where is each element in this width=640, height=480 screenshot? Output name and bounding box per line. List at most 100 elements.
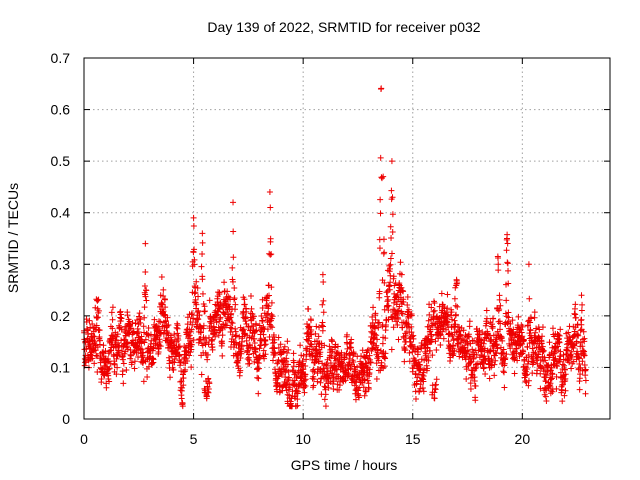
data-point	[450, 343, 457, 350]
data-point	[399, 310, 406, 317]
data-point	[286, 374, 293, 381]
data-point	[310, 382, 317, 389]
data-point	[381, 249, 388, 256]
data-point	[468, 371, 475, 378]
data-point	[451, 347, 458, 354]
data-point	[412, 395, 419, 402]
data-point	[551, 349, 558, 356]
data-point	[437, 331, 444, 338]
data-point	[197, 324, 204, 331]
data-point	[420, 373, 427, 380]
data-point	[577, 327, 584, 334]
data-point	[449, 332, 456, 339]
data-point	[309, 352, 316, 359]
data-point	[505, 267, 512, 274]
data-point	[213, 319, 220, 326]
data-point	[100, 371, 107, 378]
data-point	[84, 327, 91, 334]
data-point	[549, 371, 556, 378]
data-point	[241, 330, 248, 337]
data-point	[205, 375, 212, 382]
data-point	[511, 334, 518, 341]
data-point	[317, 349, 324, 356]
data-point	[547, 376, 554, 383]
data-point	[167, 374, 174, 381]
data-point	[454, 303, 461, 310]
data-point	[230, 254, 237, 261]
data-point	[318, 322, 325, 329]
data-point	[102, 347, 109, 354]
data-point	[124, 346, 131, 353]
data-point	[572, 301, 579, 308]
data-point	[453, 311, 460, 318]
data-point	[539, 324, 546, 331]
data-point	[167, 332, 174, 339]
data-point	[319, 360, 326, 367]
data-point	[135, 329, 142, 336]
data-point	[306, 335, 313, 342]
data-point	[85, 331, 92, 338]
data-point	[161, 296, 168, 303]
data-point	[201, 308, 208, 315]
data-point	[428, 304, 435, 311]
data-point	[387, 255, 394, 262]
data-point	[270, 344, 277, 351]
data-point	[320, 297, 327, 304]
data-point	[141, 314, 148, 321]
data-point	[373, 332, 380, 339]
data-point	[159, 301, 166, 308]
data-point	[261, 355, 268, 362]
data-point	[175, 344, 182, 351]
data-point	[324, 368, 331, 375]
data-point	[345, 371, 352, 378]
data-point	[160, 331, 167, 338]
data-point	[449, 316, 456, 323]
data-point	[540, 368, 547, 375]
data-point	[198, 371, 205, 378]
data-point	[525, 377, 532, 384]
data-point	[510, 326, 517, 333]
y-tick-label: 0.6	[51, 102, 71, 118]
data-point	[262, 341, 269, 348]
data-point	[380, 173, 387, 180]
data-point	[351, 382, 358, 389]
data-point	[193, 278, 200, 285]
data-point	[428, 336, 435, 343]
data-point	[249, 344, 256, 351]
data-point	[464, 341, 471, 348]
data-point	[568, 348, 575, 355]
data-point	[241, 331, 248, 338]
plot-frame	[83, 57, 611, 420]
data-point	[113, 371, 120, 378]
data-point	[141, 304, 148, 311]
data-point	[305, 306, 312, 313]
data-point	[189, 321, 196, 328]
data-point	[177, 378, 184, 385]
data-point	[377, 210, 384, 217]
data-point	[212, 333, 219, 340]
data-point	[551, 333, 558, 340]
data-point	[535, 351, 542, 358]
data-point	[286, 384, 293, 391]
data-point	[577, 364, 584, 371]
data-point	[178, 378, 185, 385]
data-point	[216, 289, 223, 296]
data-point	[194, 309, 201, 316]
data-point	[456, 353, 463, 360]
data-point	[281, 343, 288, 350]
data-point	[463, 366, 470, 373]
data-point	[529, 345, 536, 352]
data-point	[501, 369, 508, 376]
data-point	[329, 374, 336, 381]
data-point	[489, 323, 496, 330]
data-point	[271, 339, 278, 346]
data-point	[217, 314, 224, 321]
data-point	[199, 276, 206, 283]
data-point	[386, 265, 393, 272]
data-point	[150, 345, 157, 352]
data-point	[581, 362, 588, 369]
data-point	[206, 380, 213, 387]
data-point	[197, 335, 204, 342]
data-point	[113, 333, 120, 340]
data-point	[315, 333, 322, 340]
